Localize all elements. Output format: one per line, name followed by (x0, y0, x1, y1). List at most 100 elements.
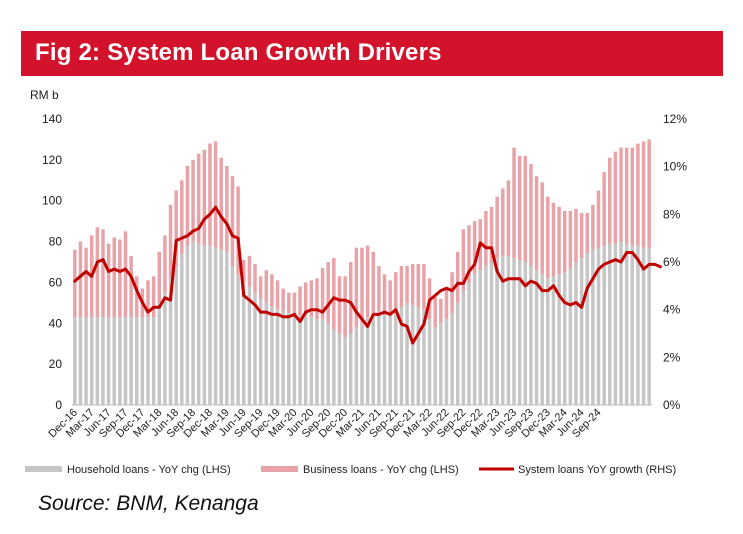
system-loans-line (73, 205, 662, 345)
household-bar (489, 262, 494, 405)
business-bar (523, 155, 528, 262)
business-bar (377, 266, 381, 312)
business-bar (236, 186, 240, 275)
business-bar (630, 147, 635, 246)
right-tick-label: 8% (663, 207, 681, 221)
business-bar (529, 163, 533, 267)
left-tick-label: 140 (42, 112, 62, 126)
household-bar (540, 274, 544, 405)
business-bar (320, 268, 325, 320)
business-bar (613, 151, 618, 244)
business-bar (281, 288, 285, 312)
household-bar (596, 247, 601, 405)
household-bar (73, 317, 77, 405)
business-bar (168, 204, 173, 279)
right-tick-label: 6% (663, 255, 681, 269)
household-bar (568, 268, 573, 405)
business-bar (157, 251, 162, 303)
business-bar (574, 208, 578, 262)
business-bar (196, 153, 201, 244)
household-bar (602, 245, 606, 405)
business-bar (343, 276, 347, 338)
household-bar (416, 306, 421, 405)
household-bar (630, 245, 635, 405)
household-bar (394, 308, 398, 405)
business-bar (163, 235, 167, 293)
business-bar (202, 149, 207, 246)
business-bar (270, 274, 274, 307)
household-bar (140, 317, 145, 405)
business-bar (129, 255, 133, 318)
household-bar (292, 315, 297, 405)
business-bar (495, 196, 499, 258)
household-bar (168, 278, 173, 405)
figure-banner: Fig 2: System Loan Growth Drivers (21, 31, 723, 76)
business-bar (602, 172, 606, 246)
right-tick-label: 10% (663, 160, 687, 174)
business-bar (95, 227, 100, 318)
household-bar (332, 329, 336, 405)
household-bar (365, 317, 370, 405)
household-bar (613, 243, 618, 405)
household-bar (191, 241, 195, 405)
business-bar (292, 292, 297, 316)
household-bar (608, 243, 612, 405)
business-bar (337, 276, 342, 334)
business-bar (253, 264, 257, 293)
left-tick-label: 0 (55, 398, 62, 412)
household-bar (78, 317, 83, 405)
household-bar (557, 274, 561, 405)
business-bar (84, 247, 88, 318)
business-bar (455, 251, 460, 303)
household-bar (287, 313, 291, 405)
legend: Household loans - YoY chg (LHS) Business… (25, 464, 676, 476)
source-note: Source: BNM, Kenanga (38, 492, 259, 515)
household-bar (253, 292, 257, 405)
business-bar (461, 229, 466, 291)
business-bar (562, 210, 567, 273)
business-bar (388, 280, 392, 314)
household-bar (546, 278, 550, 405)
bars-layer (73, 139, 651, 405)
business-bar (365, 245, 370, 318)
household-bar (157, 302, 162, 405)
household-bar (84, 317, 88, 405)
business-bar (540, 182, 544, 275)
right-tick-label: 4% (663, 303, 681, 317)
business-bar (275, 280, 280, 309)
business-bar (450, 272, 454, 314)
household-bar (230, 266, 235, 405)
business-bar (585, 212, 589, 254)
business-bar (348, 262, 353, 334)
household-bar (427, 319, 432, 405)
business-bar (439, 298, 443, 324)
household-bar (551, 276, 556, 405)
household-bar (534, 270, 539, 405)
right-tick-label: 0% (663, 398, 681, 412)
left-tick-label: 60 (49, 275, 63, 289)
business-bar (326, 262, 330, 324)
household-bar (399, 306, 404, 405)
household-bar (636, 245, 640, 405)
left-tick-label: 120 (42, 153, 62, 167)
business-bar (73, 249, 77, 318)
business-bar (174, 190, 178, 267)
household-bar (461, 290, 466, 405)
household-bar (591, 249, 595, 405)
business-bar (303, 282, 308, 316)
household-bar (236, 274, 240, 405)
household-bar (163, 292, 167, 405)
business-bar (636, 143, 640, 246)
household-bar (320, 319, 325, 405)
business-bar (517, 155, 522, 260)
business-bar (501, 188, 505, 256)
business-bar (596, 190, 601, 248)
business-bar (213, 141, 218, 248)
household-bar (298, 315, 302, 405)
business-bar (185, 165, 190, 246)
legend-label-business: Business loans - YoY chg (LHS) (303, 464, 459, 476)
business-bar (264, 270, 269, 303)
household-bar (405, 302, 409, 405)
legend-swatch-household (25, 466, 62, 472)
